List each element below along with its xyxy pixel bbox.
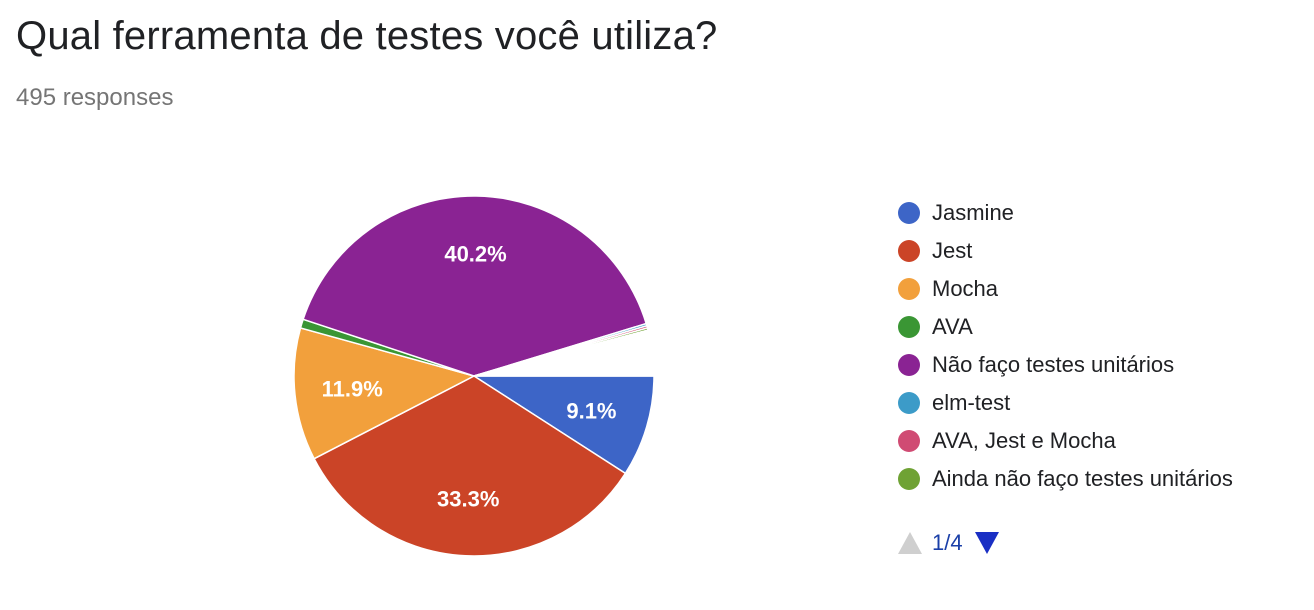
- slice-data-label: 33.3%: [437, 486, 499, 511]
- legend-item: elm-test: [898, 384, 1233, 422]
- legend-swatch: [898, 240, 920, 262]
- legend-label: AVA, Jest e Mocha: [932, 428, 1116, 453]
- legend-swatch: [898, 354, 920, 376]
- legend-swatch: [898, 316, 920, 338]
- pie-slice-0: [471, 375, 655, 475]
- pie-slice-1: [313, 375, 627, 557]
- legend-swatch: [898, 202, 920, 224]
- legend-swatch: [898, 278, 920, 300]
- legend-label: AVA: [932, 314, 973, 339]
- pie-chart: 9.1% 33.3% 11.9% 40.2%: [293, 195, 655, 557]
- legend-swatch: [898, 430, 920, 452]
- pie-slice-8: [473, 329, 655, 377]
- slice-data-label: 11.9%: [322, 377, 383, 402]
- legend-item: Jasmine: [898, 194, 1233, 232]
- response-count: 495 responses: [16, 84, 174, 111]
- legend-item: AVA: [898, 308, 1233, 346]
- chart-title: Qual ferramenta de testes você utiliza?: [16, 14, 718, 58]
- legend-label: Jest: [932, 238, 973, 263]
- legend-pager: 1/4: [898, 530, 999, 556]
- legend-label: Mocha: [932, 276, 999, 301]
- legend-label: Jasmine: [932, 200, 1014, 225]
- pager-text: 1/4: [932, 530, 963, 555]
- legend-label: Ainda não faço testes unitários: [932, 466, 1233, 491]
- chart-legend: Jasmine Jest Mocha AVA Não faço testes unitá…: [898, 194, 1233, 498]
- triangle-up-icon: [898, 532, 922, 554]
- legend-item: Jest: [898, 232, 1233, 270]
- legend-item: Não faço testes unitários: [898, 346, 1233, 384]
- legend-item: Mocha: [898, 270, 1233, 308]
- legend-label: Não faço testes unitários: [932, 352, 1175, 377]
- slice-data-label: 40.2%: [444, 242, 506, 267]
- pie-slice-4: [302, 195, 648, 377]
- legend-item: Ainda não faço testes unitários: [898, 460, 1233, 498]
- legend-swatch: [898, 392, 920, 414]
- legend-item: AVA, Jest e Mocha: [898, 422, 1233, 460]
- legend-label: elm-test: [932, 390, 1011, 415]
- pie-slice-2: [293, 327, 477, 460]
- triangle-down-icon[interactable]: [974, 532, 999, 554]
- slice-data-label: 9.1%: [566, 399, 616, 424]
- legend-swatch: [898, 468, 920, 490]
